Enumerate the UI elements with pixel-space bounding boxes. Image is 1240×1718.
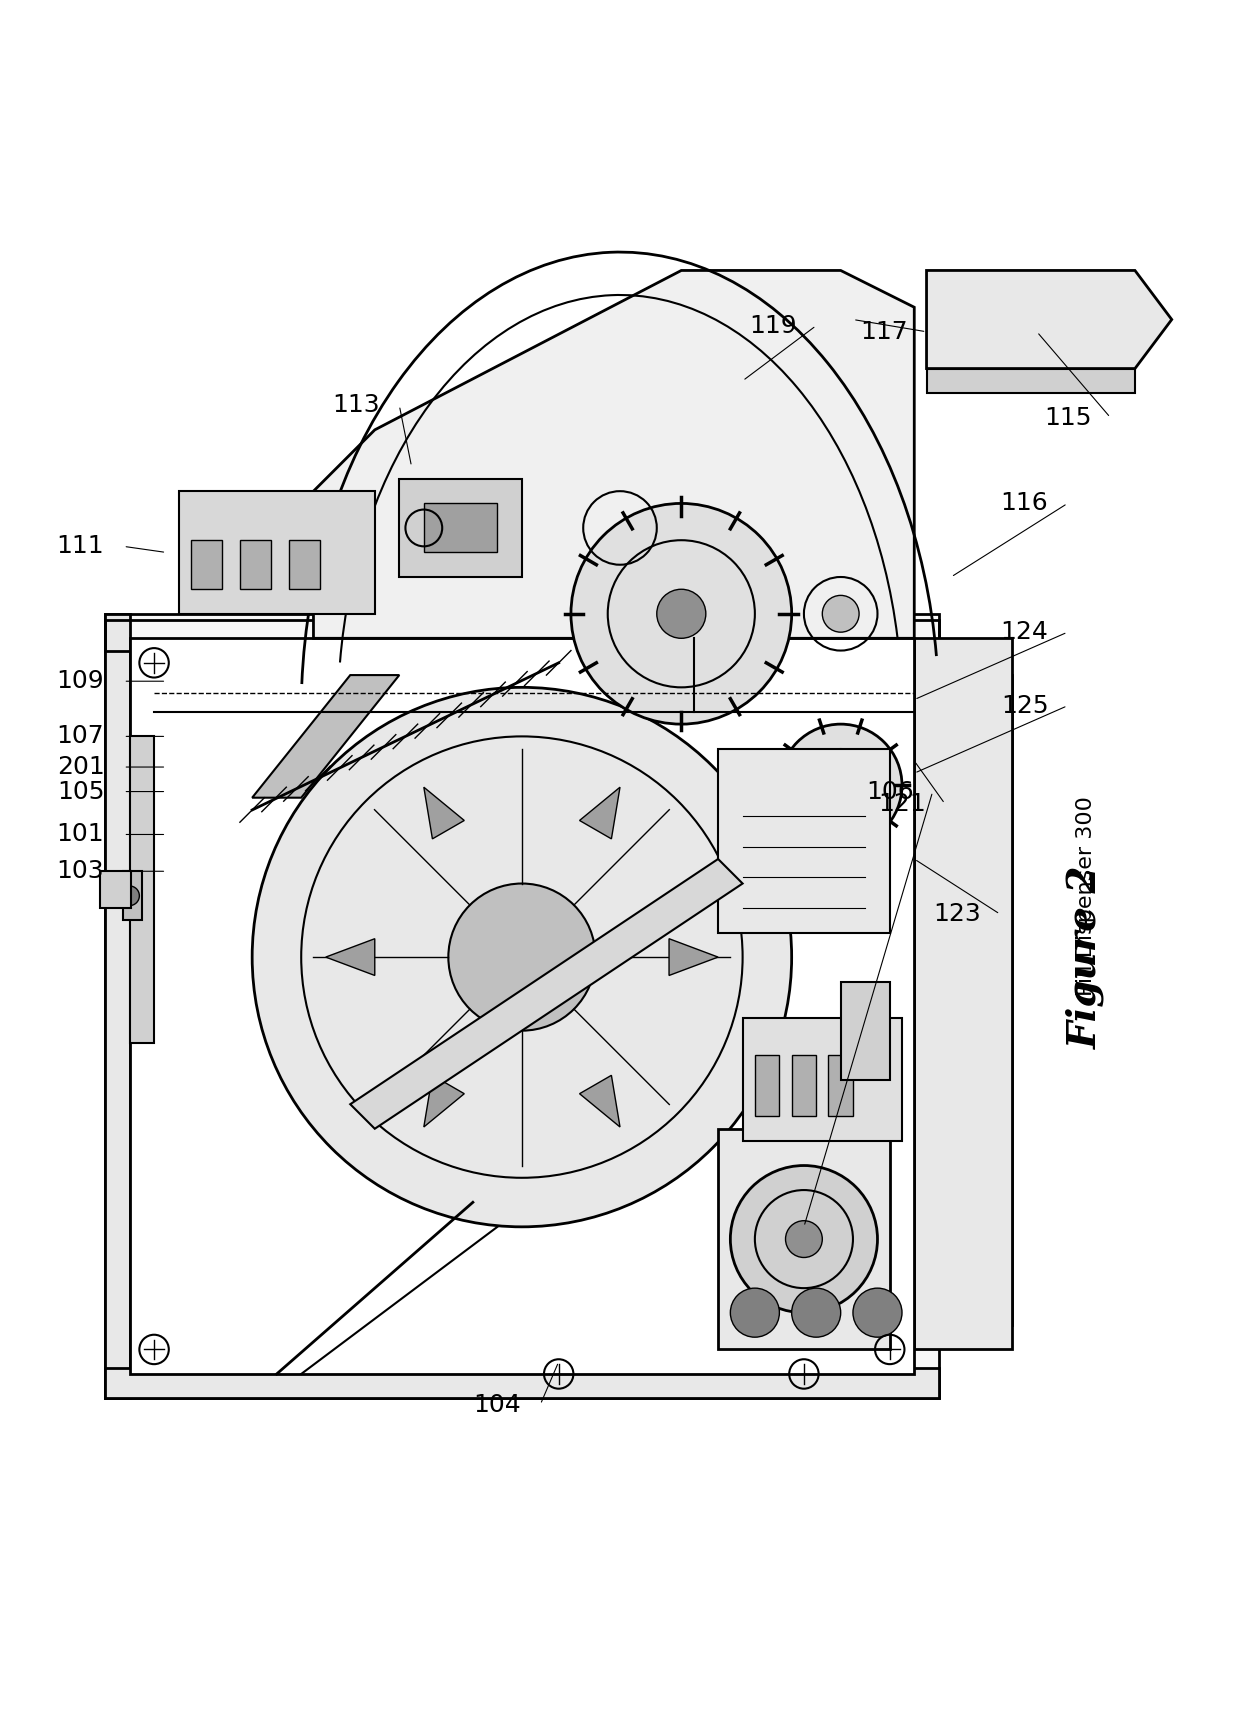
Polygon shape — [424, 1075, 464, 1127]
Bar — [718, 749, 890, 933]
Bar — [100, 871, 130, 909]
Polygon shape — [326, 938, 374, 976]
Text: 201: 201 — [57, 754, 104, 778]
Bar — [124, 871, 141, 921]
Circle shape — [657, 589, 706, 639]
Circle shape — [252, 687, 791, 1227]
Bar — [105, 620, 939, 651]
Polygon shape — [579, 787, 620, 838]
Text: 105: 105 — [57, 780, 104, 804]
Text: 111: 111 — [57, 534, 104, 558]
Circle shape — [449, 883, 595, 1031]
Polygon shape — [350, 859, 743, 1129]
Bar — [755, 1055, 780, 1117]
Bar — [191, 539, 222, 589]
Text: 125: 125 — [1001, 694, 1049, 718]
Polygon shape — [129, 639, 914, 1374]
Polygon shape — [926, 270, 1172, 369]
Polygon shape — [424, 787, 464, 838]
Circle shape — [785, 1221, 822, 1258]
Text: 124: 124 — [1001, 620, 1049, 644]
Text: 103: 103 — [57, 859, 104, 883]
Text: 109: 109 — [57, 670, 104, 694]
Text: 106: 106 — [866, 780, 914, 804]
Bar — [129, 737, 154, 1043]
Circle shape — [791, 1288, 841, 1337]
Bar — [718, 1129, 890, 1349]
Text: 119: 119 — [749, 314, 797, 338]
Bar — [289, 539, 320, 589]
Polygon shape — [252, 675, 399, 797]
Polygon shape — [926, 369, 1135, 393]
Bar — [424, 503, 497, 553]
Text: 121: 121 — [878, 792, 926, 816]
Text: 101: 101 — [57, 823, 104, 847]
Text: Figure 2: Figure 2 — [1066, 866, 1105, 1048]
Circle shape — [120, 886, 139, 905]
Bar — [179, 491, 374, 613]
Circle shape — [570, 503, 791, 723]
Text: 104: 104 — [474, 1393, 521, 1417]
Polygon shape — [105, 613, 1012, 1398]
Text: 107: 107 — [57, 725, 104, 749]
Text: Pill Dispenser 300: Pill Dispenser 300 — [1076, 795, 1096, 996]
Bar — [914, 639, 1012, 1349]
Text: 116: 116 — [1001, 491, 1049, 515]
Circle shape — [730, 1288, 780, 1337]
Bar — [105, 613, 129, 1398]
Text: 123: 123 — [934, 902, 981, 926]
Circle shape — [828, 773, 853, 797]
Circle shape — [780, 723, 901, 847]
Bar — [105, 1368, 939, 1398]
Bar — [791, 1055, 816, 1117]
Text: 117: 117 — [859, 320, 908, 344]
Bar — [743, 1019, 901, 1141]
Bar — [399, 479, 522, 577]
Circle shape — [853, 1288, 901, 1337]
Circle shape — [730, 1165, 878, 1313]
Bar — [828, 1055, 853, 1117]
Text: 113: 113 — [332, 393, 381, 417]
Polygon shape — [579, 1075, 620, 1127]
Text: 115: 115 — [1044, 405, 1091, 430]
Circle shape — [822, 596, 859, 632]
Polygon shape — [314, 270, 914, 639]
Bar — [239, 539, 270, 589]
Bar — [841, 981, 890, 1079]
Polygon shape — [670, 938, 718, 976]
